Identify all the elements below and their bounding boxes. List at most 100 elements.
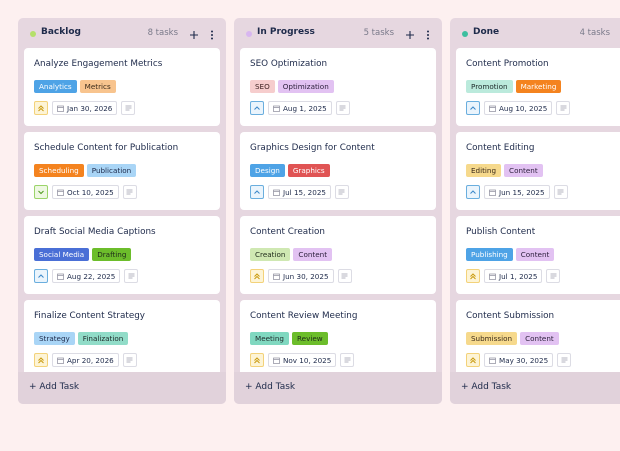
card-list: Content Promotion Promotion Marketing Aug 1… — [450, 48, 620, 372]
column-title: Backlog — [41, 27, 81, 37]
card-meta: Jun 30, 2025 — [250, 269, 352, 283]
tag: Metrics — [79, 80, 116, 93]
task-card[interactable]: Finalize Content Strategy Strategy Finaliz… — [24, 300, 220, 372]
card-list: Analyze Engagement Metrics Analytics Metri… — [18, 48, 226, 372]
description-icon — [121, 101, 136, 115]
card-title: Analyze Engagement Metrics — [34, 59, 163, 69]
add-task-button[interactable]: + Add Task — [29, 382, 80, 392]
tag: Social Media — [34, 248, 90, 261]
column-header: In Progress 5 tasks — [234, 18, 442, 50]
task-card[interactable]: Schedule Content for Publication Scheduli… — [24, 132, 220, 210]
priority-icon — [250, 101, 264, 115]
due-date: Oct 10, 2025 — [52, 185, 119, 199]
status-dot — [30, 31, 36, 37]
card-title: Content Editing — [466, 143, 535, 153]
task-card[interactable]: Publish Content Publishing Content Jul 1, 2… — [456, 216, 620, 294]
priority-icon — [34, 353, 48, 367]
tag: Editing — [466, 164, 502, 177]
description-icon — [334, 185, 349, 199]
card-meta: Jul 1, 2025 — [466, 269, 561, 283]
task-card[interactable]: Content Creation Creation Content Jun 30, 2… — [240, 216, 436, 294]
column-footer: + Add Task — [450, 372, 620, 404]
tag-row: Strategy Finalization — [34, 332, 129, 345]
description-icon — [122, 185, 137, 199]
priority-icon — [250, 269, 264, 283]
tag: Analytics — [34, 80, 77, 93]
tag: Review — [291, 332, 328, 345]
task-card[interactable]: Graphics Design for Content Design Graphic… — [240, 132, 436, 210]
priority-icon — [34, 269, 48, 283]
due-date: Nov 10, 2025 — [268, 353, 337, 367]
description-icon — [556, 101, 571, 115]
card-meta: Aug 22, 2025 — [34, 269, 139, 283]
task-count: 8 tasks — [147, 28, 178, 38]
date-text: Jul 15, 2025 — [283, 187, 326, 197]
tag-row: Design Graphics — [250, 164, 330, 177]
task-card[interactable]: SEO Optimization SEO Optimization Aug 1, 20… — [240, 48, 436, 126]
tag-row: Analytics Metrics — [34, 80, 116, 93]
more-button[interactable] — [422, 27, 434, 41]
card-title: Content Review Meeting — [250, 311, 358, 321]
add-task-button[interactable]: + Add Task — [245, 382, 296, 392]
due-date: Aug 10, 2025 — [484, 101, 553, 115]
card-meta: May 30, 2025 — [466, 353, 572, 367]
due-date: Jul 1, 2025 — [484, 269, 543, 283]
column-header: Done 4 tasks — [450, 18, 620, 50]
card-title: Draft Social Media Captions — [34, 227, 156, 237]
date-text: Oct 10, 2025 — [67, 187, 114, 197]
tag: Content — [293, 248, 333, 261]
date-text: Apr 20, 2026 — [67, 355, 114, 365]
card-list: SEO Optimization SEO Optimization Aug 1, 20… — [234, 48, 442, 372]
description-icon — [340, 353, 355, 367]
date-text: Aug 22, 2025 — [67, 271, 116, 281]
description-icon — [122, 353, 137, 367]
task-card[interactable]: Content Submission Submission Content May 3… — [456, 300, 620, 372]
date-text: Aug 1, 2025 — [283, 103, 327, 113]
description-icon — [337, 269, 352, 283]
tag: Marketing — [515, 80, 562, 93]
description-icon — [557, 353, 572, 367]
card-meta: Jan 30, 2026 — [34, 101, 136, 115]
column: In Progress 5 tasks SEO Optimization SEO Opt… — [234, 18, 442, 404]
date-text: Jun 15, 2025 — [499, 187, 545, 197]
card-title: Content Creation — [250, 227, 326, 237]
status-dot — [246, 31, 252, 37]
card-title: SEO Optimization — [250, 59, 328, 69]
due-date: Jan 30, 2026 — [52, 101, 118, 115]
column: Backlog 8 tasks Analyze Engagement Metrics… — [18, 18, 226, 404]
tag: Meeting — [250, 332, 289, 345]
column: Done 4 tasks Content Promotion Promotion Mar… — [450, 18, 620, 404]
more-button[interactable] — [206, 27, 218, 41]
task-card[interactable]: Content Review Meeting Meeting Review Nov 1… — [240, 300, 436, 372]
description-icon — [553, 185, 568, 199]
task-card[interactable]: Content Promotion Promotion Marketing Aug 1… — [456, 48, 620, 126]
tag: Content — [520, 332, 559, 345]
card-meta: Aug 10, 2025 — [466, 101, 571, 115]
tag-row: Submission Content — [466, 332, 559, 345]
due-date: Aug 22, 2025 — [52, 269, 121, 283]
add-button[interactable] — [404, 27, 416, 41]
description-icon — [124, 269, 139, 283]
priority-icon — [34, 185, 48, 199]
tag-row: Editing Content — [466, 164, 543, 177]
tag: Strategy — [34, 332, 75, 345]
priority-icon — [250, 185, 264, 199]
column-footer: + Add Task — [18, 372, 226, 404]
tag: Promotion — [466, 80, 513, 93]
task-card[interactable]: Analyze Engagement Metrics Analytics Metri… — [24, 48, 220, 126]
add-button[interactable] — [188, 27, 200, 41]
card-title: Content Submission — [466, 311, 555, 321]
tag-row: Publishing Content — [466, 248, 555, 261]
due-date: Apr 20, 2026 — [52, 353, 119, 367]
tag: Design — [250, 164, 285, 177]
due-date: Jun 30, 2025 — [268, 269, 334, 283]
date-text: Jul 1, 2025 — [499, 271, 538, 281]
card-meta: Oct 10, 2025 — [34, 185, 137, 199]
date-text: Aug 10, 2025 — [499, 103, 548, 113]
add-task-button[interactable]: + Add Task — [461, 382, 512, 392]
priority-icon — [466, 269, 480, 283]
date-text: Jan 30, 2026 — [67, 103, 113, 113]
task-card[interactable]: Content Editing Editing Content Jun 15, 202… — [456, 132, 620, 210]
task-card[interactable]: Draft Social Media Captions Social Media D… — [24, 216, 220, 294]
